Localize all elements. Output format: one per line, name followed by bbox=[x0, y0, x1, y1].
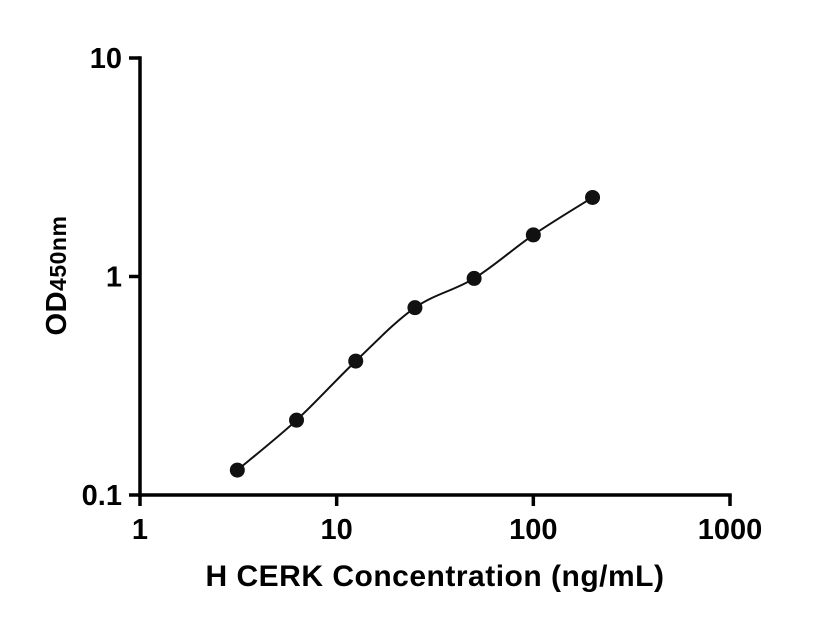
y-axis-title-main: OD bbox=[41, 290, 73, 336]
data-point bbox=[229, 462, 245, 478]
data-point bbox=[585, 189, 601, 205]
y-tick-label: 10 bbox=[90, 43, 122, 75]
y-axis-title-sub: 450nm bbox=[45, 215, 71, 291]
data-point bbox=[466, 270, 482, 286]
data-point bbox=[289, 412, 305, 428]
x-tick-label: 1000 bbox=[698, 514, 763, 546]
y-tick-label: 0.1 bbox=[82, 480, 122, 512]
x-tick-label: 10 bbox=[321, 514, 353, 546]
y-tick-label: 1 bbox=[106, 262, 122, 294]
x-tick-label: 100 bbox=[509, 514, 557, 546]
data-point bbox=[348, 353, 364, 369]
data-point bbox=[525, 227, 541, 243]
x-axis-title: H CERK Concentration (ng/mL) bbox=[205, 560, 665, 593]
x-tick-label: 1 bbox=[132, 514, 148, 546]
y-axis-title: OD450nm bbox=[40, 58, 75, 493]
data-point bbox=[407, 300, 423, 316]
